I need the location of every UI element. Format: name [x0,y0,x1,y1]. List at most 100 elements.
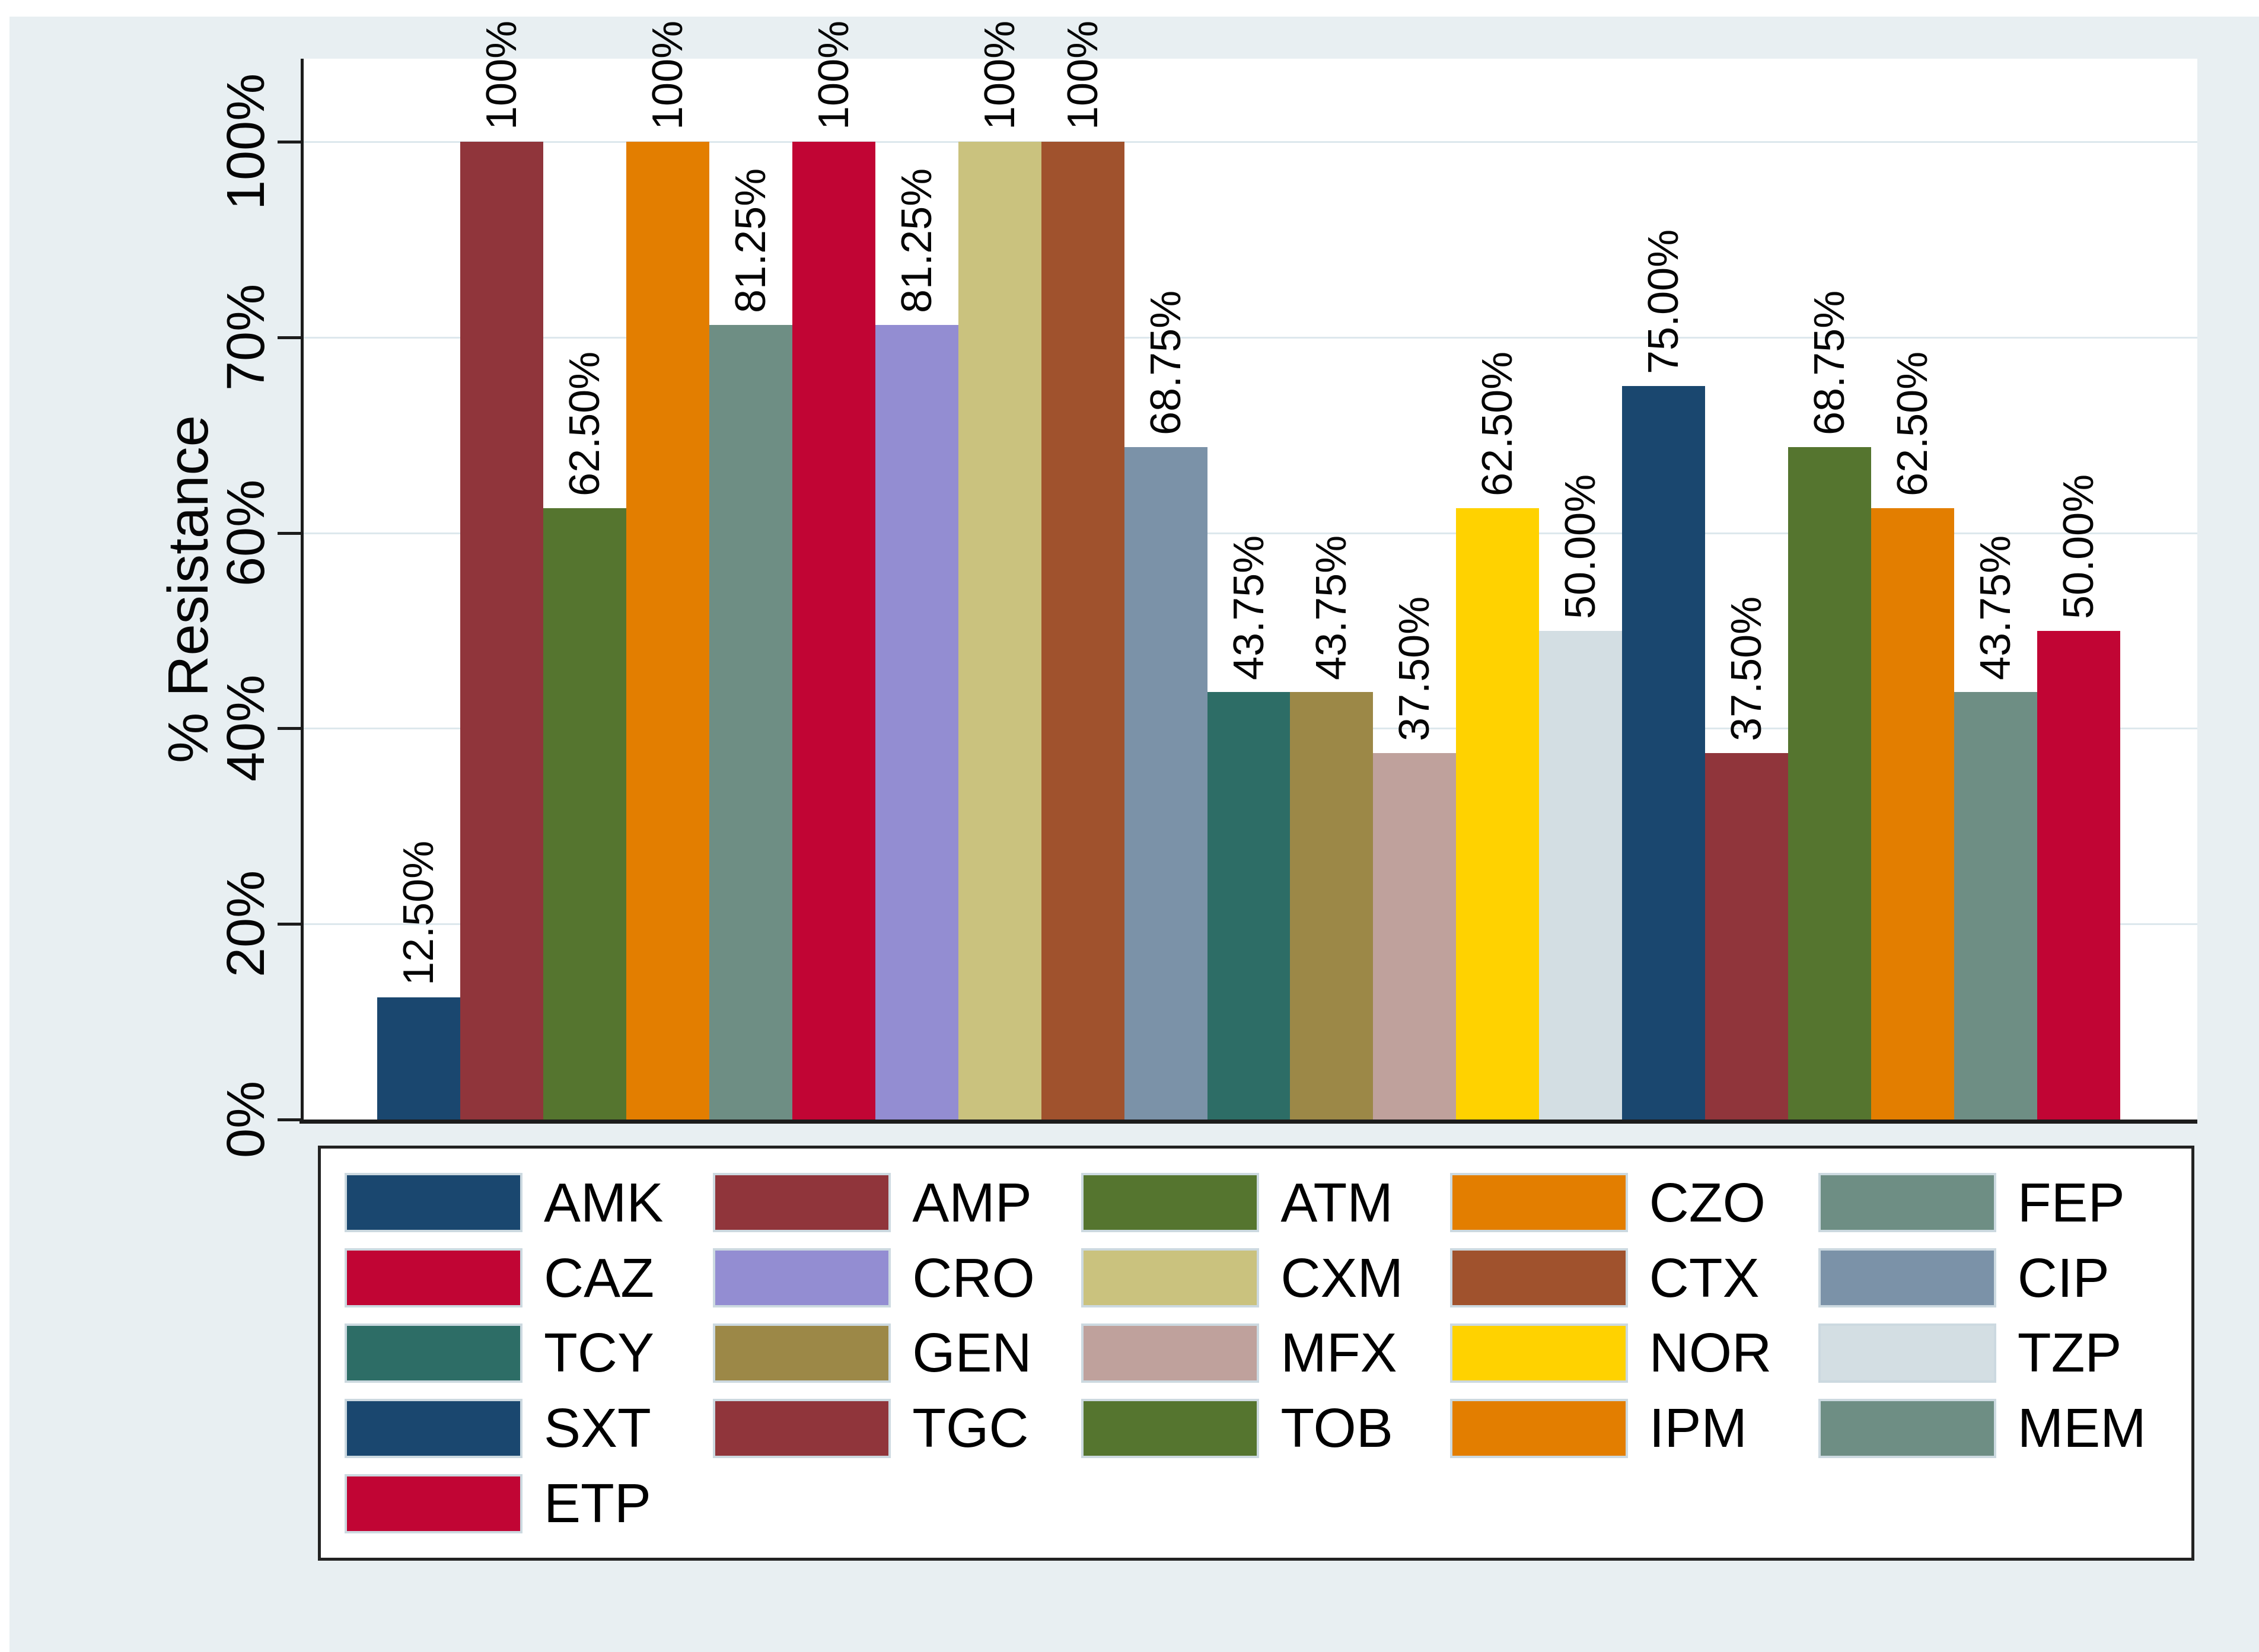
legend-item-IPM: IPM [1449,1396,1818,1460]
legend-swatch-AMP [713,1173,891,1233]
legend-swatch-MEM [1818,1398,1996,1458]
legend-swatch-CAZ [345,1248,522,1308]
y-tick-label-20%: 20% [216,870,276,978]
bar-value-label-AMK: 12.50% [395,840,442,986]
legend-swatch-FEP [1818,1173,1996,1233]
legend-label-FEP: FEP [2017,1171,2125,1233]
legend-swatch-CXM [1081,1248,1260,1308]
legend-swatch-IPM [1449,1398,1628,1458]
y-tick-70% [278,336,301,339]
bar-FEP [709,325,792,1120]
legend-swatch-CIP [1818,1248,1996,1308]
legend-label-NOR: NOR [1649,1322,1772,1384]
bar-ETP [2037,631,2120,1120]
bar-value-label-MEM: 43.75% [1972,535,2019,680]
gridline-100% [304,141,2197,143]
legend-swatch-TOB [1081,1398,1260,1458]
bar-value-label-CXM: 100% [976,20,1024,130]
bar-value-label-NOR: 62.50% [1474,351,1521,496]
bar-CZO [626,142,709,1120]
legend-label-IPM: IPM [1649,1397,1747,1459]
y-tick-100% [278,141,301,143]
y-tick-label-70%: 70% [216,283,276,391]
y-axis-line [301,59,304,1123]
legend-label-AMK: AMK [544,1171,664,1233]
legend-item-FEP: FEP [1818,1171,2187,1235]
x-axis-line [299,1120,2197,1124]
legend-item-TGC: TGC [713,1396,1081,1460]
legend-swatch-TGC [713,1398,891,1458]
legend-item-MFX: MFX [1081,1321,1449,1385]
bar-value-label-CIP: 68.75% [1142,290,1190,435]
legend-swatch-MFX [1081,1323,1260,1383]
legend-label-TCY: TCY [544,1322,654,1384]
legend-item-CIP: CIP [1818,1246,2187,1310]
legend-item-SXT: SXT [345,1396,713,1460]
legend-item-TZP: TZP [1818,1321,2187,1385]
y-tick-label-60%: 60% [216,479,276,586]
legend-swatch-GEN [713,1323,891,1383]
bar-value-label-TOB: 68.75% [1806,290,1853,435]
y-tick-60% [278,531,301,535]
legend-item-CTX: CTX [1449,1246,1818,1310]
bar-CXM [958,142,1041,1120]
y-tick-20% [278,923,301,926]
bar-MEM [1954,692,2037,1120]
bar-CAZ [792,142,875,1120]
bar-value-label-AMP: 100% [478,20,525,130]
legend-item-TCY: TCY [345,1321,713,1385]
bar-value-label-ATM: 62.50% [561,351,608,496]
bar-TZP [1539,631,1622,1120]
legend-item-CRO: CRO [713,1246,1081,1310]
legend-swatch-CTX [1449,1248,1628,1308]
legend-item-CZO: CZO [1449,1171,1818,1235]
legend-item-CXM: CXM [1081,1246,1449,1310]
legend-swatch-TZP [1818,1323,1996,1383]
gridline-60% [304,532,2197,534]
legend-swatch-NOR [1449,1323,1628,1383]
bar-value-label-TCY: 43.75% [1225,535,1273,680]
bar-value-label-CRO: 81.25% [893,168,941,313]
bar-ATM [543,508,626,1120]
y-tick-label-40%: 40% [216,675,276,782]
bar-IPM [1871,508,1954,1120]
bar-SXT [1622,386,1705,1120]
bar-CTX [1041,142,1124,1120]
legend-item-GEN: GEN [713,1321,1081,1385]
bar-value-label-IPM: 62.50% [1889,351,1936,496]
legend-label-CRO: CRO [912,1246,1035,1309]
legend-swatch-CZO [1449,1173,1628,1233]
legend-label-MFX: MFX [1280,1322,1397,1384]
legend-label-CAZ: CAZ [544,1246,654,1309]
gridline-70% [304,336,2197,339]
legend-swatch-CRO [713,1248,891,1308]
bar-TCY [1207,692,1290,1120]
bar-value-label-CZO: 100% [644,20,692,130]
bar-CRO [875,325,958,1120]
legend-swatch-SXT [345,1398,522,1458]
legend-item-CAZ: CAZ [345,1246,713,1310]
y-tick-label-100%: 100% [216,73,276,210]
bar-value-label-CAZ: 100% [810,20,858,130]
legend-label-ETP: ETP [544,1472,651,1535]
legend-label-CTX: CTX [1649,1246,1760,1309]
legend-item-MEM: MEM [1818,1396,2187,1460]
legend-swatch-ATM [1081,1173,1260,1233]
legend-swatch-TCY [345,1323,522,1383]
legend-label-CXM: CXM [1280,1246,1404,1309]
legend-swatch-ETP [345,1474,522,1533]
y-tick-0% [278,1118,301,1121]
bar-NOR [1456,508,1539,1120]
bar-value-label-GEN: 43.75% [1308,535,1355,680]
legend-item-ETP: ETP [345,1472,713,1535]
legend-label-AMP: AMP [912,1171,1032,1233]
bar-AMP [460,142,543,1120]
bar-value-label-SXT: 75.00% [1640,229,1687,374]
bar-value-label-FEP: 81.25% [727,168,775,313]
legend-label-GEN: GEN [912,1322,1032,1384]
legend-swatch-AMK [345,1173,522,1233]
bar-AMK [377,997,460,1120]
y-tick-label-0%: 0% [216,1080,276,1158]
legend-label-ATM: ATM [1280,1171,1393,1233]
